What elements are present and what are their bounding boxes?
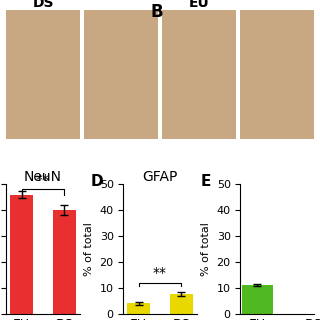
Bar xyxy=(170,294,193,314)
Title: DS: DS xyxy=(33,0,54,10)
Bar xyxy=(52,210,76,314)
Bar xyxy=(10,195,33,314)
Text: D: D xyxy=(91,174,103,189)
Text: B: B xyxy=(151,3,164,21)
Y-axis label: % of total: % of total xyxy=(84,222,94,276)
Bar xyxy=(127,303,150,314)
Y-axis label: % of total: % of total xyxy=(201,222,211,276)
Text: E: E xyxy=(200,174,211,189)
Title: EU: EU xyxy=(188,0,209,10)
Title: GFAP: GFAP xyxy=(142,170,178,184)
Text: **: ** xyxy=(36,173,50,187)
Title: NeuN: NeuN xyxy=(24,170,62,184)
Bar xyxy=(242,285,273,314)
Text: **: ** xyxy=(153,266,167,280)
